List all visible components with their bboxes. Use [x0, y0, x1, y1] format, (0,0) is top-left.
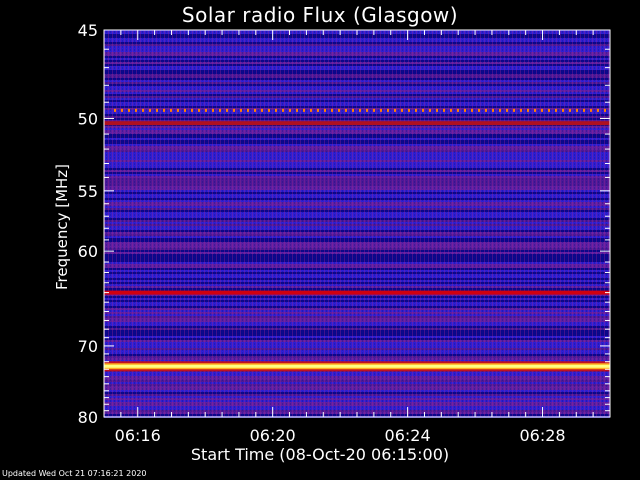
x-tick-label: 06:24: [385, 426, 431, 445]
band-3: [104, 364, 610, 368]
y-tick-label: 55: [78, 182, 98, 201]
y-tick-label: 70: [78, 337, 98, 356]
chart-title: Solar radio Flux (Glasgow): [181, 3, 459, 27]
y-tick-label: 80: [78, 408, 98, 427]
updated-timestamp: Updated Wed Oct 21 07:16:21 2020: [2, 469, 147, 478]
y-tick-label: 50: [78, 109, 98, 128]
band-2: [104, 290, 610, 295]
x-tick-label: 06:28: [519, 426, 565, 445]
x-axis-label: Start Time (08-Oct-20 06:15:00): [190, 445, 450, 464]
x-tick-label: 06:16: [115, 426, 161, 445]
band-1: [104, 121, 610, 126]
plot-area: [104, 30, 610, 418]
y-tick-label: 45: [78, 21, 98, 40]
x-tick-label: 06:20: [250, 426, 296, 445]
axes: 45 50 55 60 70 80 06:16 06:20 06:24 06:28: [78, 21, 611, 445]
y-tick-label: 60: [78, 242, 98, 261]
spectrogram-noise: [104, 30, 610, 417]
y-axis-label: Frequency [MHz]: [53, 163, 71, 291]
